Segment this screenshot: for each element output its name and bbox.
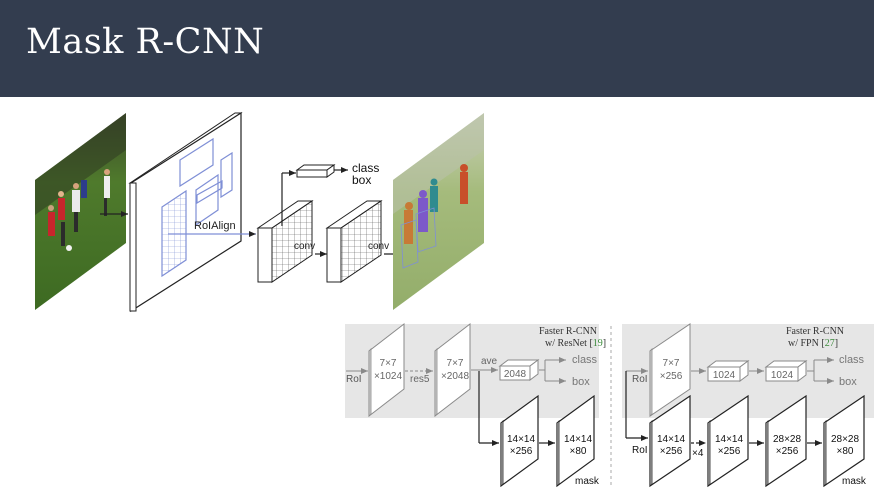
- resnet-b1-line2: ×1024: [374, 371, 403, 382]
- resnet-box-7x7x2048: [434, 322, 471, 418]
- top-box-label: box: [352, 173, 371, 187]
- player-figures: [48, 169, 110, 251]
- fpn-m3-line1: 28×28: [773, 434, 802, 445]
- fpn-b1-line1: 7×7: [663, 358, 680, 369]
- resnet-mask-label: mask: [575, 476, 600, 487]
- conv1-label: conv: [294, 241, 315, 252]
- resnet-b2-line2: ×2048: [441, 371, 470, 382]
- fpn-mask-label: mask: [842, 476, 867, 487]
- resnet-title-line1: Faster R-CNN: [539, 326, 597, 337]
- resnet-b1-line1: 7×7: [380, 358, 397, 369]
- resnet-fc-2048: [498, 359, 540, 381]
- resnet-box-label: box: [572, 376, 590, 388]
- backbone-block: [128, 111, 243, 313]
- fpn-m2-line2: ×256: [718, 446, 741, 457]
- resnet-box-7x7x1024: [368, 322, 405, 418]
- head-fpn: Faster R-CNN w/ FPN [27] RoI 7×7 ×256 10…: [622, 323, 874, 488]
- fpn-m4-line1: 28×28: [831, 434, 860, 445]
- resnet-b2-line1: 7×7: [447, 358, 464, 369]
- head-resnet: Faster R-CNN w/ ResNet [19] RoI 7×7 ×102…: [345, 322, 606, 488]
- fpn-mask-box-1: [649, 394, 691, 488]
- feature-cube-2: [325, 200, 383, 283]
- title-bar: Mask R-CNN: [0, 0, 874, 97]
- fpn-m3-line2: ×256: [776, 446, 799, 457]
- fpn-box-label: box: [839, 376, 857, 388]
- fpn-mask-box-2: [707, 394, 749, 488]
- resnet-mask-box-14x14x80: [556, 394, 595, 488]
- fpn-b1-line2: ×256: [660, 371, 683, 382]
- fpn-m1-line2: ×256: [660, 446, 683, 457]
- fpn-box-7x7x256: [649, 323, 691, 417]
- fpn-fc2-label: 1024: [771, 370, 794, 381]
- resnet-m1-line2: ×256: [510, 446, 533, 457]
- fpn-fc1-label: 1024: [713, 370, 736, 381]
- slide-title: Mask R-CNN: [26, 22, 265, 62]
- fpn-roi-bottom-label: RoI: [632, 445, 648, 456]
- resnet-title-line2: w/ ResNet [19]: [545, 338, 606, 349]
- input-image: [35, 113, 126, 310]
- resnet-fc-label: 2048: [504, 369, 527, 380]
- fpn-fc-1024-b: [764, 360, 808, 382]
- roialign-label: RoIAlign: [194, 220, 236, 232]
- resnet-m1-line1: 14×14: [507, 434, 536, 445]
- top-pipeline: RoIAlign conv class box conv: [35, 111, 484, 313]
- feature-cube-1: [256, 200, 314, 283]
- fpn-m2-line1: 14×14: [715, 434, 744, 445]
- fpn-x4-label: ×4: [692, 448, 704, 459]
- resnet-class-label: class: [572, 354, 598, 366]
- resnet-roi-label: RoI: [346, 374, 362, 385]
- fpn-m1-line1: 14×14: [657, 434, 686, 445]
- ave-label: ave: [481, 356, 498, 367]
- resnet-m2-line2: ×80: [570, 446, 587, 457]
- segmentation-masks: [400, 164, 468, 269]
- resnet-m2-line1: 14×14: [564, 434, 593, 445]
- resnet-mask-box-14x14x256: [500, 394, 539, 488]
- conv2-label: conv: [368, 241, 389, 252]
- fpn-m4-line2: ×80: [837, 446, 854, 457]
- fpn-fc-1024-a: [706, 360, 750, 382]
- output-image: [393, 113, 484, 310]
- fpn-mask-box-4: [823, 394, 865, 488]
- fpn-roi-top-label: RoI: [632, 374, 648, 385]
- res5-label: res5: [410, 374, 430, 385]
- fpn-title-line2: w/ FPN [27]: [788, 338, 838, 349]
- fc-box: [295, 164, 336, 178]
- fpn-title-line1: Faster R-CNN: [786, 326, 844, 337]
- top-class-label: class: [352, 161, 379, 175]
- fpn-class-label: class: [839, 354, 865, 366]
- fpn-mask-box-3: [765, 394, 807, 488]
